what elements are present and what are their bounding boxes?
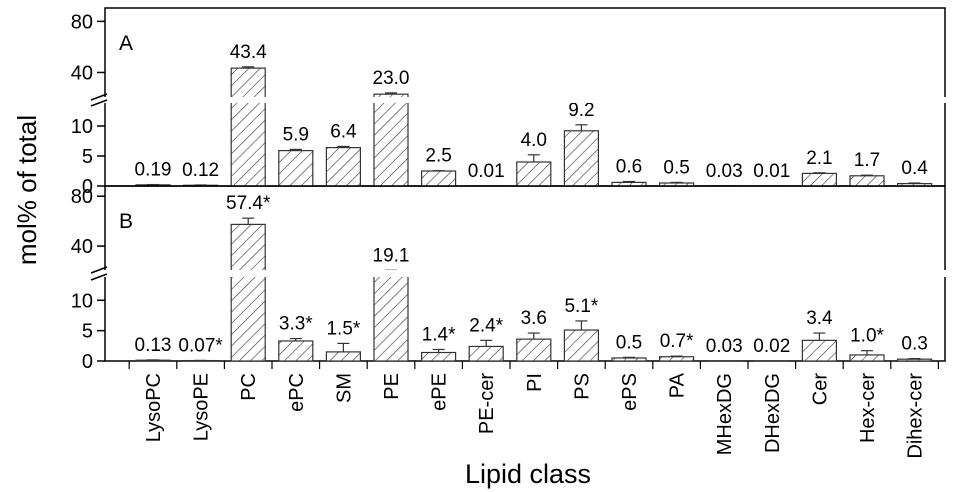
data-label: 2.5 — [425, 146, 451, 167]
data-label: 0.19 — [135, 160, 172, 181]
x-axis: LysoPC LysoPE PC ePC SM PE ePE PE-cer PI PS ePS PA M… — [128, 361, 940, 459]
y-tick-label: 5 — [82, 146, 93, 168]
y-tick-label: 80 — [71, 11, 93, 33]
x-tick-label: PI — [524, 373, 546, 392]
x-axis-label: Lipid class — [465, 459, 591, 489]
bar-pe-cer — [468, 345, 504, 362]
data-label: 0.02 — [753, 336, 790, 357]
bar-epc — [278, 340, 314, 362]
axis-break-gap — [91, 270, 947, 277]
x-tick-label: PA — [667, 372, 689, 398]
bar-epe — [421, 351, 457, 362]
bar-pi — [516, 338, 552, 362]
y-tick-label: 10 — [71, 290, 93, 312]
x-tick-label: MHexDG — [714, 373, 736, 455]
data-label: 3.4 — [806, 308, 833, 329]
data-label: 0.4 — [901, 158, 928, 179]
data-label: 0.03 — [706, 161, 743, 182]
data-label: 1.0* — [850, 326, 884, 347]
bar-ps — [563, 329, 600, 362]
data-label: 0.5 — [663, 157, 689, 178]
panel-label: B — [119, 210, 133, 233]
data-label: 0.12 — [182, 160, 219, 181]
data-label: 1.4* — [422, 324, 456, 345]
axis-break-mark — [90, 99, 108, 107]
data-label: 3.3* — [279, 314, 313, 335]
data-label: 0.01 — [753, 161, 790, 182]
axis-break-mark — [90, 266, 108, 274]
panel-a: A 0 5 10 40 80 0.19 0.12 43.4 5.9 6.4 23.0 2.5 0.01 4.… — [71, 7, 947, 198]
x-tick-label: ePE — [429, 373, 451, 411]
data-label: 3.6 — [521, 308, 547, 329]
bar-epe — [421, 170, 457, 187]
axis-break-gap — [91, 97, 947, 103]
axis-break-mark — [90, 273, 108, 281]
data-label: 1.5* — [326, 318, 360, 339]
x-tick-label: LysoPC — [143, 373, 165, 442]
data-label: 43.4 — [230, 42, 267, 63]
data-label: 0.03 — [706, 336, 743, 357]
data-label: 57.4* — [226, 193, 271, 214]
x-tick-label: PS — [571, 373, 593, 400]
y-tick-label: 5 — [82, 321, 93, 343]
x-tick-label: SM — [333, 373, 355, 403]
y-tick-label: 10 — [71, 116, 93, 138]
data-label: 0.07* — [178, 335, 223, 356]
x-tick-label: PE-cer — [476, 373, 498, 434]
x-tick-label: PC — [238, 373, 260, 401]
data-label: 5.9 — [283, 124, 309, 145]
data-label: 2.4* — [469, 315, 503, 336]
bar-sm — [325, 351, 361, 362]
x-tick-label: ePC — [286, 373, 308, 412]
axis-break-mark — [90, 93, 108, 101]
y-tick-label: 0 — [82, 176, 93, 198]
data-label: 4.0 — [521, 130, 547, 151]
bar-hex-cer — [849, 354, 885, 362]
data-label: 0.13 — [135, 335, 172, 356]
y-tick-label: 40 — [71, 62, 93, 84]
bar-cer — [801, 172, 838, 187]
y-tick-label: 40 — [71, 236, 93, 258]
bar-pe — [373, 270, 409, 362]
bar-pc — [230, 67, 266, 187]
bar-cer — [801, 339, 838, 362]
data-label: 6.4 — [330, 121, 357, 142]
x-tick-label: LysoPE — [191, 373, 213, 441]
bar-dihex-cer — [896, 358, 933, 362]
data-label: 19.1 — [373, 245, 410, 266]
data-label: 23.0 — [373, 68, 410, 89]
x-tick-label: Hex-cer — [857, 373, 879, 443]
data-label: 1.7 — [854, 150, 880, 171]
data-label: 0.6 — [616, 157, 642, 178]
bar-pi — [516, 161, 552, 187]
bar-pa — [658, 356, 695, 362]
bar-eps — [611, 357, 647, 362]
data-label: 5.1* — [564, 296, 598, 317]
data-label: 9.2 — [568, 100, 594, 121]
x-tick-label: Dihex-cer — [905, 373, 927, 459]
y-tick-label: 80 — [71, 186, 93, 208]
bar-epc — [278, 150, 314, 187]
panel-label: A — [119, 32, 133, 55]
panel-b: B 0 5 10 40 80 0.13 0.07* 57.4* 3.3* 1.5* 19.1 1.4* 2… — [71, 185, 947, 373]
bar-sm — [325, 147, 361, 187]
bar-pc — [230, 223, 266, 362]
x-tick-label: Cer — [809, 373, 831, 406]
bar-pe — [373, 93, 409, 187]
x-tick-label: DHexDG — [762, 373, 784, 453]
data-label: 0.5 — [616, 332, 642, 353]
data-label: 2.1 — [806, 148, 832, 169]
data-label: 0.3 — [901, 334, 927, 355]
data-label: 0.01 — [468, 161, 505, 182]
y-axis-label: mol% of total — [12, 115, 42, 265]
data-label: 0.7* — [660, 331, 694, 352]
x-tick-label: PE — [381, 373, 403, 400]
x-tick-label: ePS — [619, 373, 641, 411]
bar-ps — [563, 130, 600, 187]
bar-hex-cer — [849, 175, 885, 187]
y-tick-label: 0 — [82, 351, 93, 373]
